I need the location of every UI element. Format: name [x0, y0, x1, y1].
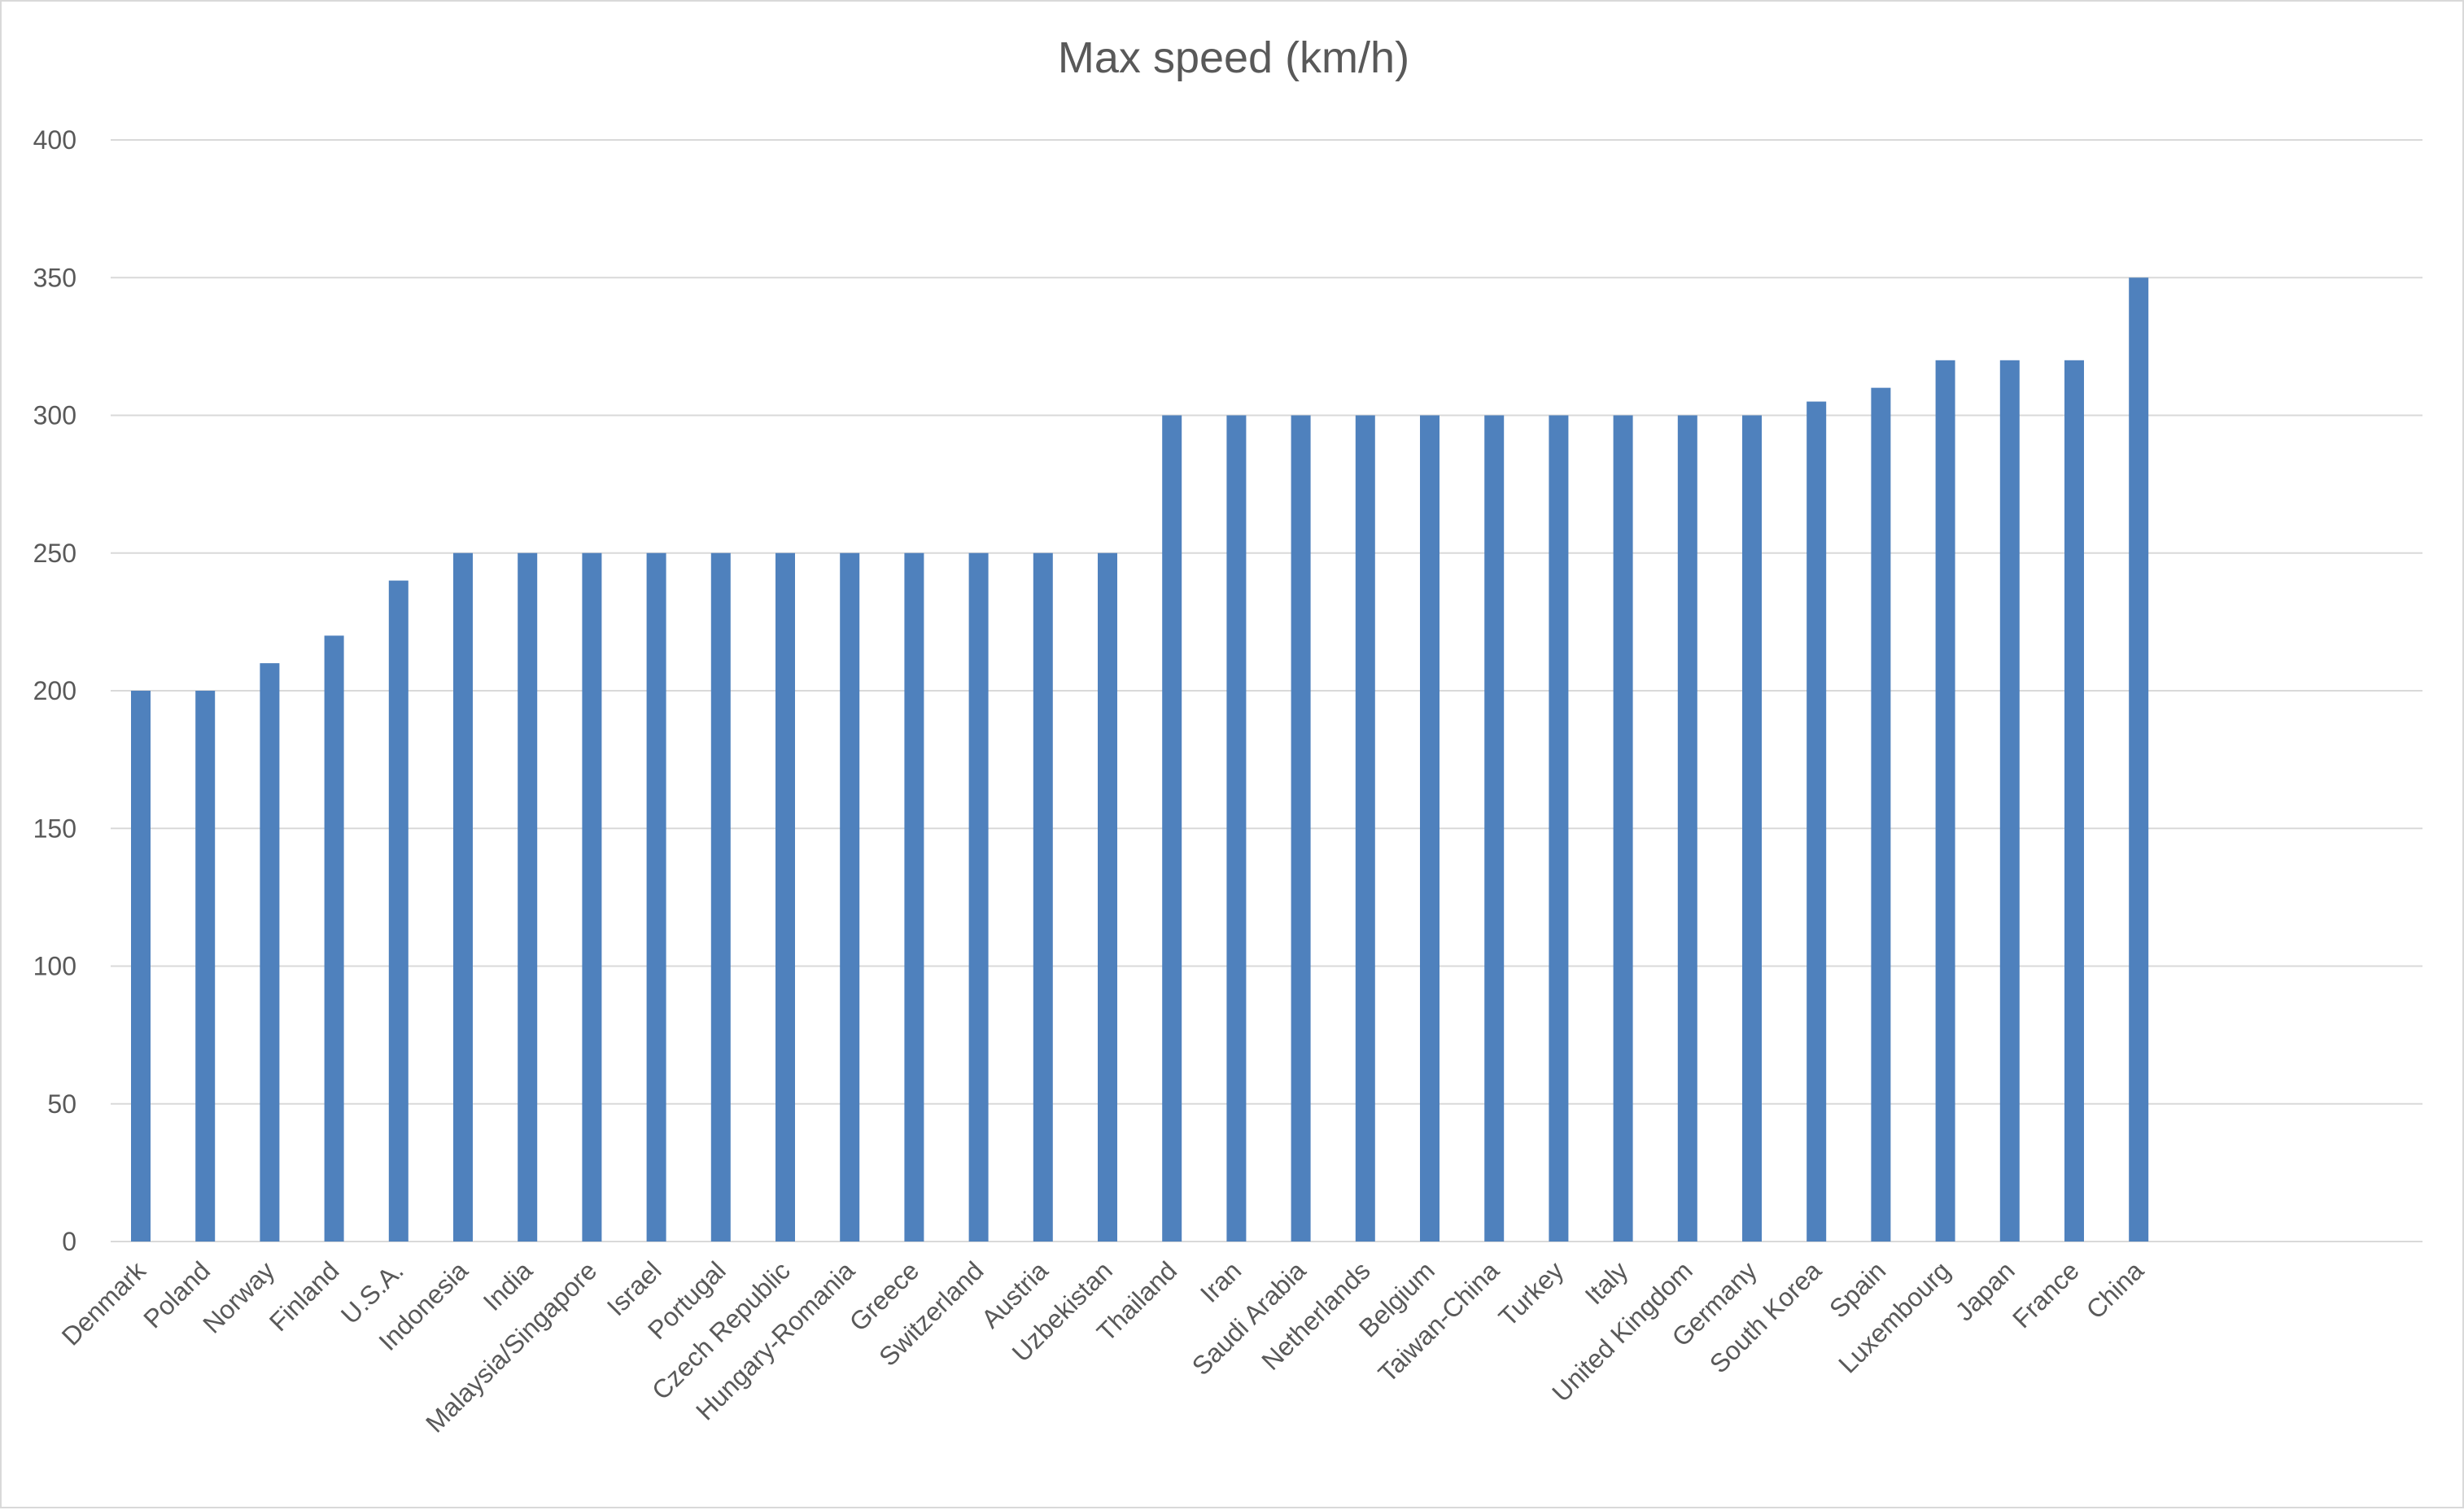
y-tick-label: 0 [62, 1227, 76, 1256]
bar-norway [260, 663, 280, 1242]
gridlines [111, 139, 2422, 1242]
bar-czech-republic [775, 552, 795, 1242]
x-tick-label: Finland [264, 1255, 345, 1337]
x-axis-labels: DenmarkPolandNorwayFinlandU.S.A.Indonesi… [56, 1255, 2150, 1438]
y-tick-label: 250 [33, 539, 76, 568]
bars [131, 277, 2149, 1242]
bar-austria [1033, 552, 1053, 1242]
bar-france [2064, 360, 2084, 1242]
x-tick-label: Denmark [56, 1255, 152, 1351]
y-tick-label: 150 [33, 814, 76, 843]
bar-turkey [1549, 415, 1569, 1242]
bar-denmark [131, 691, 151, 1242]
bar-spain [1871, 387, 1891, 1242]
y-tick-label: 300 [33, 401, 76, 430]
bar-taiwan-china [1484, 415, 1505, 1242]
bar-poland [195, 691, 216, 1242]
bar-belgium [1420, 415, 1440, 1242]
bar-iran [1226, 415, 1247, 1242]
x-tick-label: Iran [1195, 1255, 1247, 1307]
x-tick-label: France [2007, 1255, 2085, 1333]
bar-hungary-romania [840, 552, 860, 1242]
y-tick-label: 350 [33, 263, 76, 292]
bar-luxembourg [1935, 360, 1955, 1242]
x-tick-label: Norway [197, 1255, 280, 1338]
y-axis-ticks: 0 50 100 150 200 250 300 350 400 [33, 125, 76, 1256]
bar-switzerland [968, 552, 989, 1242]
y-tick-label: 200 [33, 676, 76, 705]
x-tick-label: China [2081, 1255, 2150, 1325]
y-tick-label: 100 [33, 952, 76, 981]
bar-netherlands [1355, 415, 1375, 1242]
bar-japan [1999, 360, 2020, 1242]
bar-portugal [710, 552, 731, 1242]
bar-u-s-a- [388, 580, 408, 1242]
bar-italy [1613, 415, 1633, 1242]
bar-uzbekistan [1098, 552, 1117, 1242]
chart-title: Max speed (km/h) [1057, 33, 1410, 82]
bar-china [2129, 277, 2149, 1242]
bar-finland [324, 635, 344, 1242]
bar-india [518, 552, 538, 1242]
bar-israel [646, 552, 666, 1242]
x-tick-label: India [478, 1255, 539, 1316]
bar-indonesia [453, 552, 473, 1242]
bar-united-kingdom [1677, 415, 1697, 1242]
bar-south-korea [1806, 401, 1827, 1242]
bar-greece [904, 552, 924, 1242]
x-tick-label: Italy [1579, 1255, 1634, 1310]
bar-malaysia-singapore [582, 552, 602, 1242]
y-tick-label: 400 [33, 125, 76, 155]
bar-thailand [1162, 415, 1182, 1242]
x-tick-label: Turkey [1493, 1255, 1570, 1332]
bar-saudi-arabia [1291, 415, 1311, 1242]
bar-germany [1742, 415, 1762, 1242]
y-tick-label: 50 [47, 1089, 76, 1119]
